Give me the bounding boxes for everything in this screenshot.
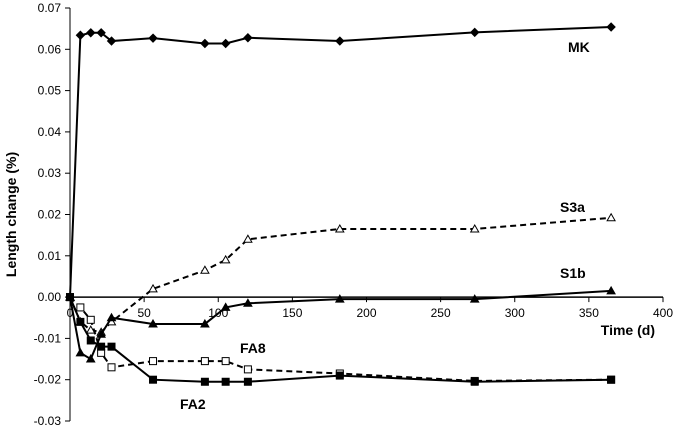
series-s3a-point [200, 265, 210, 274]
series-fa8-point [200, 357, 209, 366]
series-mk-point [96, 28, 106, 38]
series-fa2-point [470, 377, 479, 386]
series-layer [65, 22, 616, 386]
series-fa8-point [149, 357, 158, 366]
y-tick-label: 0.06 [38, 42, 62, 56]
x-axis-ticks: 050100150200250300350400 [67, 297, 673, 320]
series-mk-point [75, 30, 86, 40]
series-s1b-point [243, 298, 253, 307]
series-fa8-line [69, 296, 612, 382]
series-s3a-point [220, 254, 231, 264]
series-fa8-point [76, 303, 85, 312]
series-mk-point [148, 33, 158, 43]
series-mk-point [106, 36, 117, 46]
y-tick-label: -0.02 [34, 373, 62, 387]
y-tick-label: -0.03 [34, 414, 62, 428]
y-tick-label: 0.05 [38, 84, 62, 98]
series-fa2-point [607, 375, 616, 384]
y-tick-label: 0.02 [38, 208, 62, 222]
series-label-s3a: S3a [560, 199, 585, 215]
series-s1b-point [148, 318, 158, 328]
x-tick-label: 250 [431, 306, 451, 320]
series-fa2-point [107, 342, 116, 351]
y-tick-label: 0.01 [38, 249, 62, 263]
series-s1b-point [75, 347, 86, 357]
series-s1b-point [220, 302, 231, 311]
x-tick-label: 150 [282, 306, 302, 320]
series-fa8-point [243, 365, 252, 374]
series-mk-point [335, 36, 345, 46]
series-s3a-point [148, 283, 158, 293]
y-tick-label: 0.07 [38, 1, 62, 15]
y-tick-label: 0.03 [38, 166, 62, 180]
y-tick-label: 0.00 [38, 290, 62, 304]
series-mk-line [69, 25, 612, 298]
x-tick-label: 300 [505, 306, 525, 320]
series-mk-point [243, 33, 253, 43]
x-tick-label: 200 [356, 306, 376, 320]
series-s3a-point [334, 223, 345, 233]
series-label-mk: MK [568, 39, 590, 55]
series-fa2-point [335, 371, 344, 380]
series-s3a-point [243, 234, 253, 243]
x-axis-title: Time (d) [601, 322, 655, 338]
series-labels: MK S3a S1b FA8 FA2 [180, 39, 590, 412]
series-s1b-point [85, 354, 96, 363]
series-fa2-point [200, 377, 209, 386]
series-fa2-point [243, 377, 252, 386]
series-s3a-line [69, 216, 612, 334]
series-fa2-point [97, 342, 106, 351]
series-s1b-point [469, 294, 480, 303]
x-tick-label: 400 [653, 306, 673, 320]
series-s1b-point [106, 312, 117, 322]
series-fa2-point [221, 377, 230, 386]
y-tick-label: -0.01 [34, 331, 62, 345]
series-mk-point [220, 38, 231, 49]
series-fa2-point [76, 317, 85, 326]
series-s1b-point [606, 285, 616, 295]
series-fa2-line [69, 296, 612, 383]
y-axis-title: Length change (%) [3, 152, 19, 277]
series-fa8-point [86, 315, 95, 324]
y-tick-label: 0.04 [38, 125, 62, 139]
series-s3a-point [606, 212, 616, 222]
series-mk-point [606, 22, 616, 32]
series-s1b-point [334, 294, 345, 303]
series-label-s1b: S1b [560, 265, 586, 281]
series-fa8-point [221, 357, 230, 366]
series-fa8-point [107, 363, 116, 372]
x-tick-label: 50 [137, 306, 151, 320]
y-axis-ticks: -0.03 -0.02 -0.01 0.00 0.01 0.02 0.03 0.04 0.05 0… [34, 1, 70, 428]
series-mk-point [470, 27, 480, 38]
series-s1b-point [200, 318, 210, 328]
series-s3a-point [469, 223, 480, 233]
series-s3a-point [85, 325, 96, 334]
series-s1b-point [96, 329, 106, 338]
series-s1b [65, 285, 616, 363]
x-tick-label: 350 [579, 306, 599, 320]
series-fa2-point [86, 336, 95, 345]
series-label-fa8: FA8 [240, 340, 266, 356]
series-mk [65, 22, 616, 302]
series-fa2-point [149, 375, 158, 384]
series-fa2 [66, 293, 616, 386]
series-mk-point [86, 28, 96, 38]
series-label-fa2: FA2 [180, 396, 206, 412]
series-mk-point [200, 38, 210, 49]
